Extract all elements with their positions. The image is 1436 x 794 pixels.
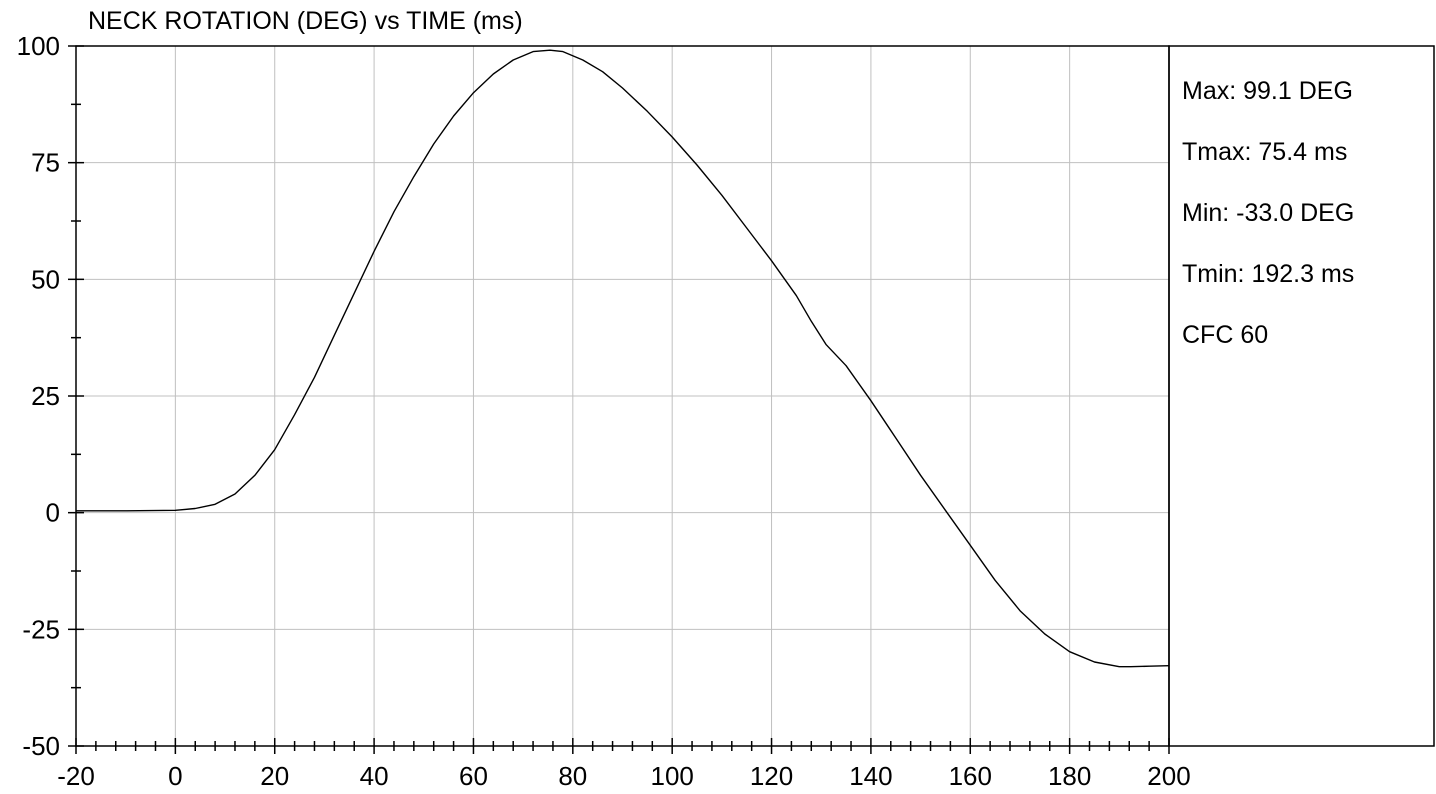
stat-tmin: Tmin: 192.3 ms xyxy=(1182,260,1355,288)
x-tick-label: 80 xyxy=(558,761,587,791)
x-tick-label: 0 xyxy=(168,761,182,791)
x-tick-label: 120 xyxy=(750,761,793,791)
x-tick-label: 20 xyxy=(260,761,289,791)
neck-rotation-line xyxy=(76,49,1170,668)
y-tick-label: 0 xyxy=(46,498,60,528)
stat-max: Max: 99.1 DEG xyxy=(1182,77,1353,105)
x-tick-label: 200 xyxy=(1147,761,1190,791)
x-tick-label: 140 xyxy=(849,761,892,791)
stats-panel-box xyxy=(1168,45,1435,747)
stat-min: Min: -33.0 DEG xyxy=(1182,199,1355,227)
x-tick-label: 100 xyxy=(650,761,693,791)
stat-tmax: Tmax: 75.4 ms xyxy=(1182,138,1348,166)
x-tick-label: 60 xyxy=(459,761,488,791)
y-tick-label: 25 xyxy=(31,381,60,411)
y-tick-label: -50 xyxy=(22,731,60,761)
stat-filter: CFC 60 xyxy=(1182,321,1269,349)
stats-panel: Max: 99.1 DEG Tmax: 75.4 ms Min: -33.0 D… xyxy=(1182,76,1354,381)
x-tick-label: 40 xyxy=(360,761,389,791)
y-tick-label: 50 xyxy=(31,264,60,294)
y-tick-label: 100 xyxy=(17,31,60,61)
y-tick-label: 75 xyxy=(31,148,60,178)
y-tick-label: -25 xyxy=(22,614,60,644)
chart-title: NECK ROTATION (DEG) vs TIME (ms) xyxy=(88,7,523,35)
x-tick-label: 160 xyxy=(949,761,992,791)
x-tick-label: 180 xyxy=(1048,761,1091,791)
x-tick-label: -20 xyxy=(57,761,95,791)
